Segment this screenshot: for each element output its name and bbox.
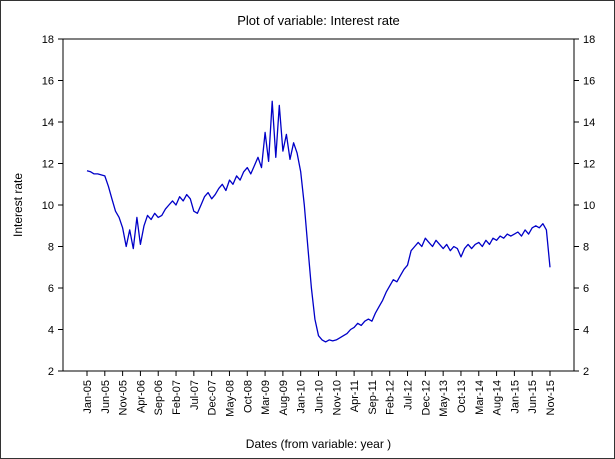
x-tick-label: Jun-10	[314, 380, 326, 414]
x-tick-label: Nov-05	[118, 380, 130, 415]
chart-title: Plot of variable: Interest rate	[237, 13, 400, 28]
y-tick-label-right: 10	[583, 200, 595, 212]
x-tick-label: Oct-08	[242, 380, 254, 413]
y-tick-label-right: 16	[583, 76, 595, 88]
x-tick-label: Aug-14	[492, 380, 504, 415]
x-tick-label: Nov-10	[331, 380, 343, 415]
y-tick-label-left: 6	[48, 283, 54, 295]
y-tick-label-left: 8	[48, 242, 54, 254]
x-tick-label: Dec-12	[420, 380, 432, 415]
plot-frame	[62, 38, 575, 372]
y-tick-label-left: 12	[42, 159, 54, 171]
y-tick-label-right: 8	[583, 242, 589, 254]
x-tick-label: Oct-13	[456, 380, 468, 413]
y-tick-label-left: 4	[48, 325, 54, 337]
y-tick-label-right: 18	[583, 34, 595, 46]
x-tick-label: Jun-05	[100, 380, 112, 414]
x-tick-label: Jul-07	[189, 380, 201, 410]
y-tick-label-left: 2	[48, 366, 54, 378]
x-tick-label: Nov-15	[545, 380, 557, 415]
x-tick-label: Sep-11	[367, 380, 379, 415]
y-tick-label-right: 6	[583, 283, 589, 295]
y-tick-label-right: 12	[583, 159, 595, 171]
y-tick-label-left: 14	[42, 117, 54, 129]
x-tick-label: Jul-12	[403, 380, 415, 410]
x-tick-label: Jan-15	[509, 380, 521, 414]
x-axis-title: Dates (from variable: year )	[245, 437, 392, 451]
x-tick-label: Apr-11	[349, 380, 361, 412]
y-tick-label-right: 14	[583, 117, 595, 129]
x-tick-label: Mar-09	[260, 380, 272, 415]
x-tick-label: Jan-05	[82, 380, 94, 414]
x-tick-label: Apr-06	[135, 380, 147, 413]
y-tick-label-left: 18	[42, 34, 54, 46]
x-tick-label: Aug-09	[278, 380, 290, 415]
x-tick-label: Feb-12	[385, 380, 397, 415]
y-tick-label-right: 2	[583, 366, 589, 378]
x-tick-label: Sep-06	[153, 380, 165, 415]
y-tick-label-right: 4	[583, 325, 589, 337]
x-tick-label: Jun-15	[527, 380, 539, 414]
y-tick-label-left: 10	[42, 200, 54, 212]
x-tick-label: May-13	[438, 380, 450, 417]
y-tick-label-left: 16	[42, 76, 54, 88]
x-tick-label: May-08	[224, 380, 236, 417]
x-tick-label: Jan-10	[296, 380, 308, 414]
x-tick-label: Mar-14	[474, 380, 486, 415]
x-tick-label: Feb-07	[171, 380, 183, 415]
x-tick-label: Dec-07	[207, 380, 219, 415]
series-line	[86, 100, 551, 343]
